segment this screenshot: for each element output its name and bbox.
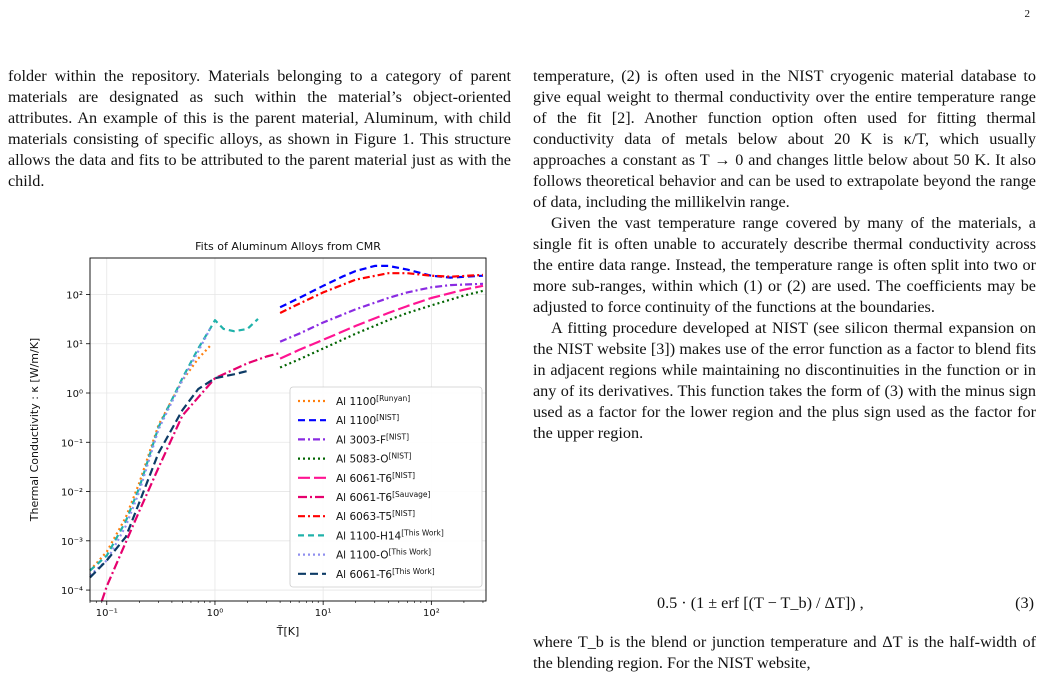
right-paragraph-3: A fitting procedure developed at NIST (s… (533, 319, 1036, 442)
legend-label-5: Al 6061-T6[NIST] (336, 471, 415, 485)
y-axis-label: Thermal Conductivity : κ [W/m/K] (28, 338, 41, 522)
figure-1: Fits of Aluminum Alloys from CMR 10⁻¹ 10⁰ 1… (24, 236, 494, 646)
x-tick-label: 10⁻¹ (96, 608, 118, 619)
after-equation-text-container: where T_b is the blend or junction tempe… (533, 632, 1036, 674)
series-line-7 (279, 272, 484, 314)
y-tick-label: 10⁰ (66, 389, 83, 400)
y-tick-label: 10¹ (66, 340, 83, 351)
x-tick-label: 10¹ (315, 608, 332, 619)
x-tick-label: 10⁰ (207, 608, 224, 619)
legend-label-8: Al 1100-H14[This Work] (336, 528, 444, 542)
series-line-6 (100, 351, 281, 602)
page-number: 2 (1024, 8, 1031, 20)
legend-box (289, 386, 483, 588)
y-tick-label: 10² (66, 290, 83, 301)
legend-label-4: Al 5083-O[NIST] (336, 452, 412, 466)
right-paragraph-2: Given the vast temperature range covered… (533, 214, 1036, 316)
series-line-4 (279, 289, 484, 369)
x-tick-label: 10² (423, 608, 440, 619)
right-paragraph-1: temperature, (2) is often used in the NI… (533, 67, 1036, 211)
y-tick-label: 10⁻⁴ (61, 586, 83, 597)
legend-label-6: Al 6061-T6[Sauvage] (336, 490, 431, 504)
left-paragraph: folder within the repository. Materials … (8, 67, 511, 190)
series-line-9 (89, 328, 211, 577)
x-axis-label: T̃[K] (276, 625, 300, 638)
plot-frame (89, 257, 487, 602)
y-tick-label: 10⁻¹ (61, 438, 83, 449)
equation-number: (3) (1015, 594, 1034, 612)
legend-label-9: Al 1100-O[This Work] (336, 548, 431, 562)
y-tick-label: 10⁻² (61, 488, 83, 499)
series-line-3 (279, 282, 484, 343)
series-line-10 (89, 369, 248, 579)
left-column: folder within the repository. Materials … (8, 66, 511, 192)
legend-label-2: Al 1100[NIST] (336, 413, 399, 427)
legend-label-1: Al 1100[Runyan] (336, 394, 410, 408)
legend-label-7: Al 6063-T5[NIST] (336, 509, 415, 523)
after-equation-text: where T_b is the blend or junction tempe… (533, 633, 1036, 672)
chart-title: Fits of Aluminum Alloys from CMR (195, 240, 381, 253)
series-line-8 (89, 318, 259, 572)
right-column: temperature, (2) is often used in the NI… (533, 66, 1036, 444)
series-line-1 (89, 345, 211, 572)
legend-label-3: Al 3003-F[NIST] (336, 432, 409, 446)
chart-svg: Fits of Aluminum Alloys from CMR 10⁻¹ 10⁰ 1… (28, 240, 487, 638)
equation-body: 0.5 · (1 ± erf [(T − T_b) / ΔT]) , (657, 594, 864, 612)
series-line-5 (279, 284, 484, 360)
y-tick-label: 10⁻³ (61, 537, 83, 548)
legend-label-10: Al 6061-T6[This Work] (336, 567, 435, 581)
